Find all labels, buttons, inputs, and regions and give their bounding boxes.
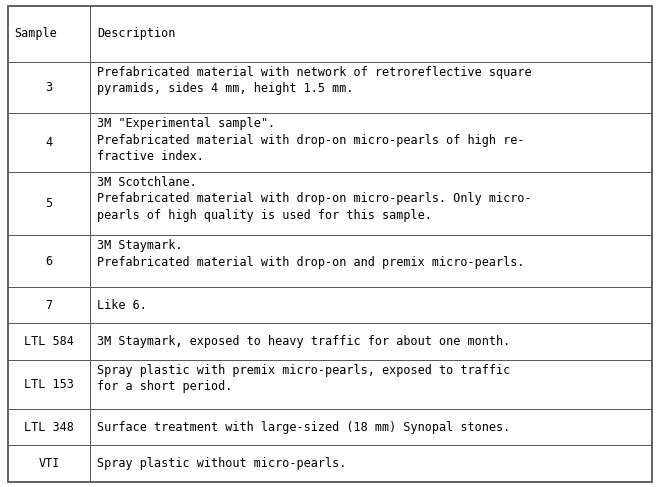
Text: 6: 6 bbox=[46, 255, 53, 267]
Text: VTI: VTI bbox=[38, 457, 60, 470]
Text: LTL 153: LTL 153 bbox=[24, 378, 74, 391]
Text: Description: Description bbox=[97, 27, 176, 40]
Text: Spray plastic without micro-pearls.: Spray plastic without micro-pearls. bbox=[97, 457, 346, 470]
Text: Sample: Sample bbox=[15, 27, 57, 40]
Text: 4: 4 bbox=[46, 136, 53, 149]
Text: 3M "Experimental sample".
Prefabricated material with drop-on micro-pearls of hi: 3M "Experimental sample". Prefabricated … bbox=[97, 117, 525, 163]
Text: 3M Staymark.
Prefabricated material with drop-on and premix micro-pearls.: 3M Staymark. Prefabricated material with… bbox=[97, 239, 525, 269]
Text: LTL 584: LTL 584 bbox=[24, 335, 74, 348]
Text: Like 6.: Like 6. bbox=[97, 299, 147, 312]
Text: Surface treatment with large-sized (18 mm) Synopal stones.: Surface treatment with large-sized (18 m… bbox=[97, 421, 510, 434]
Text: 7: 7 bbox=[46, 299, 53, 312]
Text: Spray plastic with premix micro-pearls, exposed to traffic
for a short period.: Spray plastic with premix micro-pearls, … bbox=[97, 364, 510, 393]
Text: 3M Scotchlane.
Prefabricated material with drop-on micro-pearls. Only micro-
pea: 3M Scotchlane. Prefabricated material wi… bbox=[97, 176, 531, 222]
Text: LTL 348: LTL 348 bbox=[24, 421, 74, 434]
Text: 3: 3 bbox=[46, 81, 53, 94]
Text: 5: 5 bbox=[46, 197, 53, 210]
Text: Prefabricated material with network of retroreflective square
pyramids, sides 4 : Prefabricated material with network of r… bbox=[97, 66, 531, 95]
Text: 3M Staymark, exposed to heavy traffic for about one month.: 3M Staymark, exposed to heavy traffic fo… bbox=[97, 335, 510, 348]
